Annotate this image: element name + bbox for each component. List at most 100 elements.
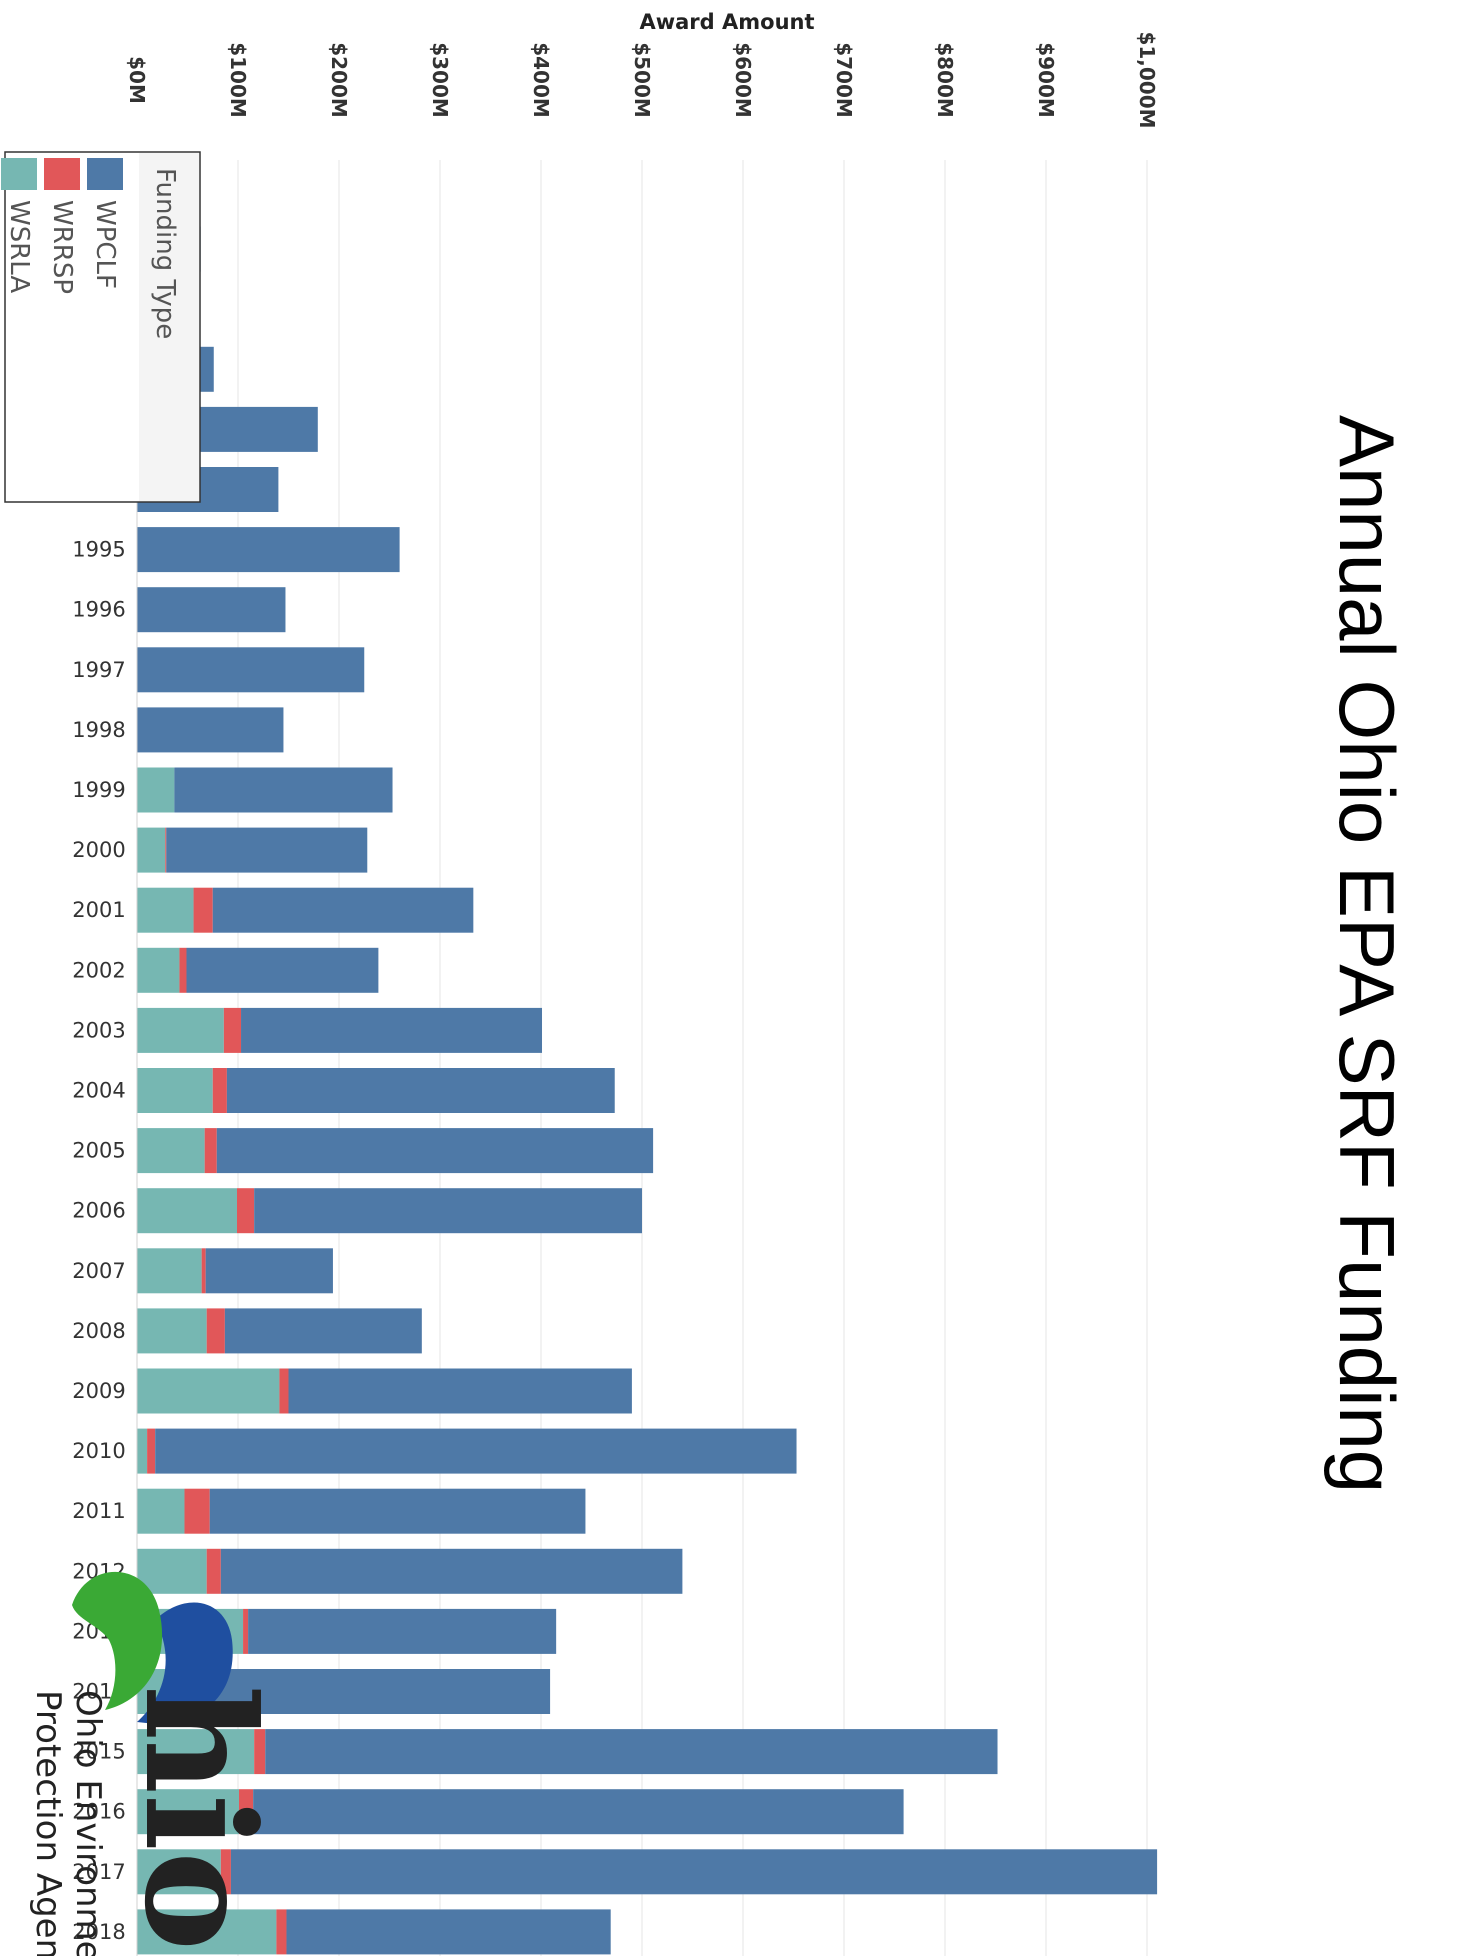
year-label-2018: 2018 (72, 1920, 125, 1944)
bar-wpclf-2015 (265, 1729, 998, 1775)
logo-green-leaf-icon (72, 1571, 163, 1710)
bar-wrrsp-2002 (179, 947, 187, 993)
bar-wrrsp-2009 (279, 1368, 289, 1414)
bar-wrrsp-2013 (243, 1608, 249, 1654)
year-label-1999: 1999 (72, 778, 125, 802)
bar-wsrla-2006 (136, 1188, 237, 1234)
bar-wsrla-2003 (136, 1007, 224, 1053)
bar-wsrla-2010 (136, 1428, 148, 1474)
year-label-2004: 2004 (72, 1079, 125, 1103)
bar-wpclf-2012 (220, 1548, 683, 1594)
bar-wsrla-2016 (137, 1789, 240, 1835)
year-label-2017: 2017 (72, 1860, 125, 1884)
legend-label-wrrsp: WRRSP (47, 200, 77, 294)
bar-wpclf-2011 (209, 1488, 586, 1534)
bar-wsrla-2005 (137, 1128, 205, 1174)
x-axis-title: Award Amount (639, 10, 814, 34)
ohio-epa-logo: hio Ohio Environmental Protection Agency (28, 1571, 287, 1956)
x-tick-label: $400M (529, 42, 553, 118)
bar-wpclf-1998 (136, 707, 284, 753)
year-label-2010: 2010 (72, 1439, 125, 1463)
bar-wpclf-2009 (288, 1368, 632, 1414)
bar-wsrla-2002 (137, 947, 180, 993)
legend-swatch-wrrsp (44, 158, 80, 190)
year-label-2016: 2016 (72, 1800, 125, 1824)
bar-wpclf-2001 (212, 887, 474, 933)
legend-title-background (139, 153, 199, 501)
axis-layer: $0M $100M $200M $300M $400M $500M $600M $700M $8… (72, 31, 1159, 1956)
year-label-2009: 2009 (72, 1379, 125, 1403)
bar-wpclf-2017 (230, 1849, 1158, 1895)
bar-wpclf-1999 (174, 767, 393, 813)
legend-swatch-wsrla (1, 158, 37, 190)
bar-wpclf-2010 (155, 1428, 797, 1474)
bar-wpclf-1995 (136, 527, 400, 573)
bar-wpclf-2018 (286, 1909, 611, 1955)
bar-wrrsp-2001 (193, 887, 213, 933)
legend-title: Funding Type (150, 168, 180, 339)
bar-wsrla-2018 (137, 1909, 277, 1955)
bar-wrrsp-2006 (236, 1188, 255, 1234)
legend: Funding Type WPCLF WRRSP WSRLA (1, 151, 201, 503)
year-label-1998: 1998 (72, 718, 125, 742)
logo-wordmark: hio (111, 1685, 287, 1951)
bar-wsrla-2012 (136, 1548, 207, 1594)
year-label-1995: 1995 (72, 538, 125, 562)
year-label-2005: 2005 (72, 1139, 125, 1163)
year-label-2008: 2008 (72, 1319, 125, 1343)
bar-wrrsp-2004 (212, 1068, 227, 1113)
year-label-1996: 1996 (72, 598, 125, 622)
year-label-2000: 2000 (72, 838, 125, 862)
bar-wpclf-2002 (186, 947, 379, 993)
logo-subtitle-line-1: Ohio Environmental (68, 1690, 108, 1956)
bar-wsrla-2008 (136, 1308, 207, 1354)
bar-wsrla-2000 (137, 827, 166, 873)
bar-wpclf-2008 (224, 1308, 422, 1354)
bar-wrrsp-2012 (206, 1548, 221, 1594)
year-label-2015: 2015 (72, 1740, 125, 1764)
bar-wpclf-1996 (136, 587, 286, 633)
bar-layer (136, 166, 1158, 1955)
bar-wpclf-2007 (205, 1248, 333, 1294)
bar-wrrsp-2003 (223, 1007, 242, 1053)
year-label-2006: 2006 (72, 1199, 125, 1223)
bar-wrrsp-2016 (239, 1789, 254, 1835)
bar-wpclf-2014 (197, 1669, 551, 1714)
bar-wpclf-2016 (253, 1789, 904, 1835)
x-tick-label: $700M (832, 42, 856, 118)
year-label-2002: 2002 (72, 958, 125, 982)
year-label-2007: 2007 (72, 1259, 125, 1283)
bar-wpclf-2013 (248, 1608, 557, 1654)
grid-layer (136, 160, 1148, 1956)
bar-wsrla-2011 (136, 1488, 185, 1534)
legend-label-wsrla: WSRLA (4, 200, 34, 293)
x-tick-label: $500M (630, 42, 654, 118)
x-tick-label: $200M (327, 42, 351, 118)
bar-wrrsp-2005 (204, 1128, 217, 1174)
bar-wrrsp-2017 (220, 1849, 231, 1895)
year-label-1997: 1997 (72, 658, 125, 682)
bar-wsrla-2007 (137, 1248, 202, 1294)
x-tick-label: $900M (1034, 42, 1058, 118)
bar-wpclf-2003 (241, 1007, 543, 1053)
year-label-2003: 2003 (72, 1018, 125, 1042)
bar-wsrla-2009 (137, 1368, 280, 1414)
bar-wrrsp-2015 (254, 1729, 266, 1775)
x-tick-label: $300M (428, 42, 452, 118)
x-tick-label: $600M (731, 42, 755, 118)
x-tick-label: $100M (226, 42, 250, 118)
bar-wsrla-2017 (136, 1849, 221, 1895)
year-label-2011: 2011 (72, 1499, 125, 1523)
x-tick-label: $1,000M (1135, 31, 1159, 128)
chart-title: Annual Ohio EPA SRF Funding (1323, 415, 1411, 1493)
bar-wrrsp-2018 (276, 1909, 287, 1955)
bar-wsrla-2015 (137, 1729, 255, 1775)
bar-wpclf-1997 (137, 647, 365, 693)
bar-wrrsp-2007 (201, 1248, 206, 1294)
bar-wpclf-2006 (254, 1188, 642, 1234)
legend-items: WPCLF WRRSP WSRLA (1, 158, 123, 294)
x-tick-label: $0M (125, 56, 149, 104)
bar-wpclf-2004 (226, 1068, 615, 1113)
